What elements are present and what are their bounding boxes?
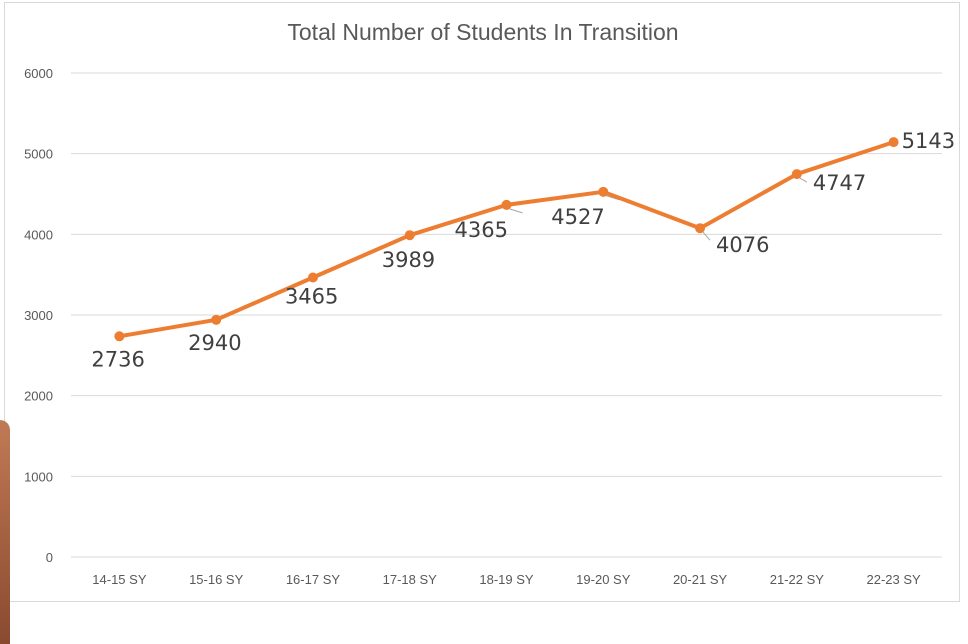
data-labels: 2736 2940 3465 3989 4365 4527 4076 4747 5143: [91, 129, 955, 371]
leader-line: [799, 177, 808, 183]
chart-title: Total Number of Students In Transition: [287, 19, 679, 45]
x-axis-ticks: 14-15 SY 15-16 SY 16-17 SY 17-18 SY 18-19 SY…: [92, 572, 921, 587]
x-tick-label: 21-22 SY: [770, 572, 825, 587]
data-label: 2940: [188, 331, 241, 355]
x-tick-label: 16-17 SY: [286, 572, 341, 587]
data-point: [307, 272, 318, 283]
data-point: [501, 199, 512, 210]
data-point: [404, 230, 415, 241]
leader-line: [509, 208, 523, 214]
x-tick-label: 14-15 SY: [92, 572, 147, 587]
data-point: [791, 169, 802, 180]
y-tick-label: 3000: [24, 308, 53, 323]
y-tick-label: 5000: [24, 147, 53, 162]
data-label: 2736: [91, 347, 144, 371]
gridlines: [71, 72, 942, 558]
data-point: [888, 137, 899, 148]
leader-line: [702, 231, 711, 241]
x-tick-label: 19-20 SY: [576, 572, 631, 587]
y-axis-ticks: 0 1000 2000 3000 4000 5000 6000: [24, 66, 53, 565]
x-tick-label: 17-18 SY: [383, 572, 438, 587]
x-tick-label: 20-21 SY: [673, 572, 728, 587]
x-tick-label: 18-19 SY: [479, 572, 534, 587]
data-label: 4365: [455, 218, 508, 242]
data-point: [211, 314, 222, 325]
data-label: 3989: [382, 248, 435, 272]
x-tick-label: 22-23 SY: [867, 572, 922, 587]
data-label: 5143: [902, 129, 955, 153]
data-label: 4527: [551, 205, 604, 229]
edge-decoration: [0, 420, 10, 644]
chart-frame: Total Number of Students In Transition 0…: [4, 2, 960, 602]
y-tick-label: 1000: [24, 469, 53, 484]
y-tick-label: 4000: [24, 227, 53, 242]
data-point: [598, 186, 609, 197]
y-tick-label: 0: [46, 550, 53, 565]
x-tick-label: 15-16 SY: [189, 572, 244, 587]
data-label: 4076: [716, 233, 769, 257]
y-tick-label: 6000: [24, 66, 53, 81]
data-label: 4747: [813, 171, 866, 195]
line-chart: 0 1000 2000 3000 4000 5000 6000 14-15 SY 15-16 …: [24, 66, 955, 587]
data-point: [695, 223, 706, 234]
data-point: [114, 331, 125, 342]
data-points: [114, 137, 899, 342]
data-label: 3465: [285, 284, 338, 308]
y-tick-label: 2000: [24, 389, 53, 404]
